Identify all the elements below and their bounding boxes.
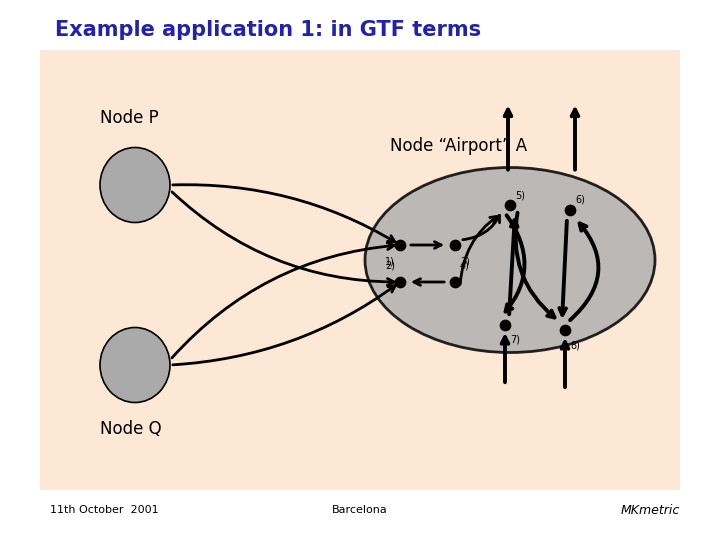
- Text: 3): 3): [460, 257, 470, 267]
- Point: [564, 206, 576, 214]
- Ellipse shape: [100, 327, 170, 402]
- Text: Node Q: Node Q: [100, 420, 161, 438]
- Text: 2): 2): [385, 260, 395, 270]
- Point: [559, 326, 571, 334]
- Point: [449, 241, 461, 249]
- Text: 1): 1): [385, 257, 395, 267]
- Text: Barcelona: Barcelona: [332, 505, 388, 515]
- Text: 11th October  2001: 11th October 2001: [50, 505, 158, 515]
- Ellipse shape: [365, 167, 655, 353]
- Point: [395, 278, 406, 286]
- Point: [449, 278, 461, 286]
- Text: 4): 4): [460, 260, 470, 270]
- Ellipse shape: [100, 147, 170, 222]
- Point: [499, 321, 510, 329]
- Text: Node “Airport” A: Node “Airport” A: [390, 137, 527, 155]
- Point: [504, 201, 516, 210]
- FancyBboxPatch shape: [40, 50, 680, 490]
- Text: Example application 1: in GTF terms: Example application 1: in GTF terms: [55, 20, 481, 40]
- Text: 7): 7): [510, 335, 520, 345]
- Text: 8): 8): [570, 340, 580, 350]
- Text: Node P: Node P: [100, 109, 158, 127]
- Text: MKmetric: MKmetric: [621, 503, 680, 516]
- Point: [395, 241, 406, 249]
- Text: 5): 5): [515, 190, 525, 200]
- Text: 6): 6): [575, 195, 585, 205]
